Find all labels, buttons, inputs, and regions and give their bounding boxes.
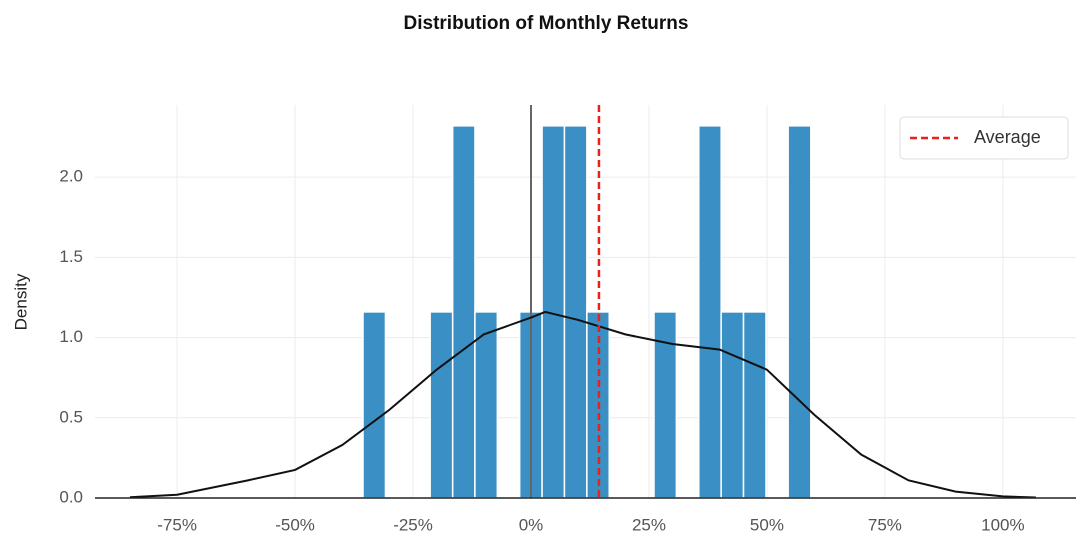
legend: [899, 116, 1069, 160]
y-tick-label: 0.0: [59, 487, 83, 506]
x-tick-label: 0%: [519, 515, 544, 534]
y-tick-label: 1.5: [59, 247, 83, 266]
x-tick-label: 50%: [750, 515, 784, 534]
x-tick-label: -75%: [157, 515, 197, 534]
legend-label: Average: [974, 127, 1041, 147]
y-tick-label: 0.5: [59, 407, 83, 426]
y-tick-label: 1.0: [59, 327, 83, 346]
x-tick-label: -25%: [393, 515, 433, 534]
x-tick-label: 25%: [632, 515, 666, 534]
bar: [720, 311, 745, 499]
bar: [563, 125, 588, 499]
y-tick-label: 2.0: [59, 167, 83, 186]
bar: [451, 125, 476, 499]
bar: [742, 311, 767, 499]
bar: [698, 125, 722, 499]
x-tick-label: 100%: [981, 515, 1024, 534]
bar: [787, 125, 812, 499]
bar: [362, 311, 387, 499]
y-axis-label: Density: [11, 273, 30, 330]
bar: [429, 311, 454, 499]
x-tick-label: 75%: [868, 515, 902, 534]
bar: [653, 311, 678, 499]
kde-line: [129, 310, 1036, 499]
chart-title: Distribution of Monthly Returns: [404, 13, 689, 34]
bar: [474, 311, 499, 499]
x-tick-label: -50%: [275, 515, 315, 534]
